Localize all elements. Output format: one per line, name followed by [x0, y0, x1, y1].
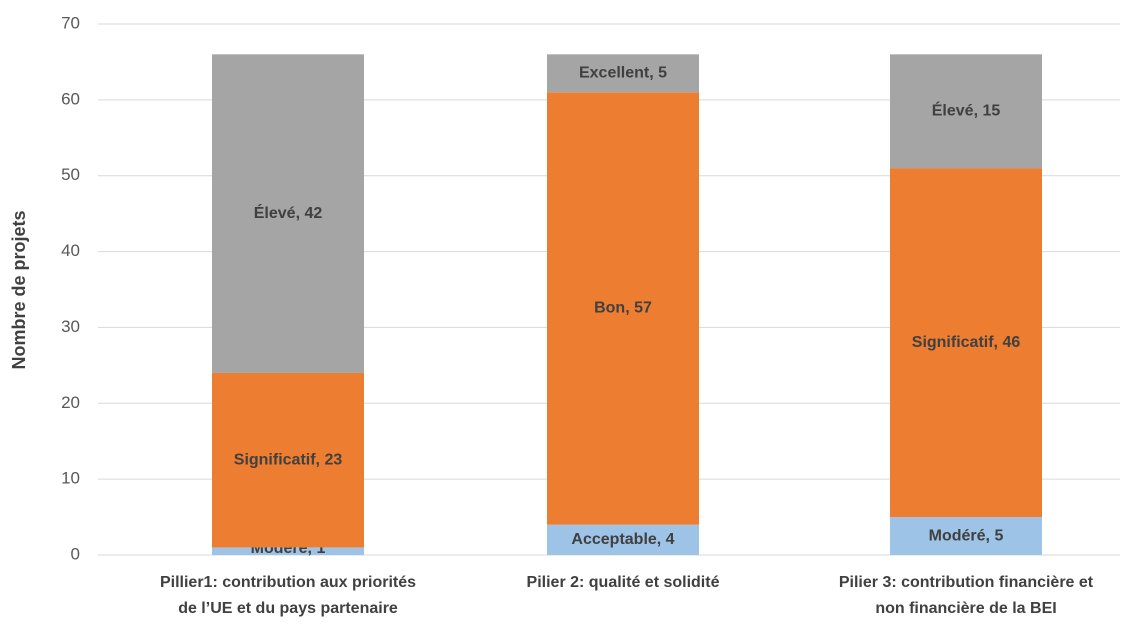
bar-segment: [212, 54, 364, 373]
x-tick-label: Pilier 2: qualité et solidité: [527, 574, 720, 591]
data-label: Modéré, 5: [929, 527, 1004, 544]
x-tick-label: de l’UE et du pays partenaire: [178, 600, 398, 617]
bar-segment: [547, 92, 699, 525]
x-tick-label: Pilier 3: contribution financière et: [839, 574, 1094, 591]
x-tick-label: non financière de la BEI: [875, 600, 1056, 617]
data-label: Significatif, 23: [234, 451, 343, 468]
data-label: Élevé, 42: [254, 203, 323, 222]
y-tick-label: 0: [71, 544, 80, 563]
data-label: Significatif, 46: [912, 334, 1021, 351]
y-tick-label: 30: [61, 317, 80, 336]
data-label: Acceptable, 4: [571, 531, 674, 548]
y-tick-label: 50: [61, 165, 80, 184]
bar-segment: [890, 54, 1042, 169]
bar-segment: [890, 168, 1042, 518]
bar-segment: [547, 524, 699, 555]
x-tick-label: Pillier1: contribution aux priorités: [160, 574, 416, 591]
bar-segment: [547, 54, 699, 93]
bar-segment: [890, 517, 1042, 555]
data-label: Élevé, 15: [932, 100, 1001, 119]
bar-segment: [212, 372, 364, 548]
y-tick-label: 60: [61, 89, 80, 108]
y-axis-label: Nombre de projets: [9, 210, 29, 369]
y-tick-label: 10: [61, 469, 80, 488]
bar-segment: [212, 547, 364, 555]
data-label: Excellent, 5: [579, 65, 667, 82]
y-tick-label: 20: [61, 393, 80, 412]
y-tick-label: 70: [61, 13, 80, 32]
data-label: Bon, 57: [594, 300, 652, 317]
y-tick-label: 40: [61, 241, 80, 260]
